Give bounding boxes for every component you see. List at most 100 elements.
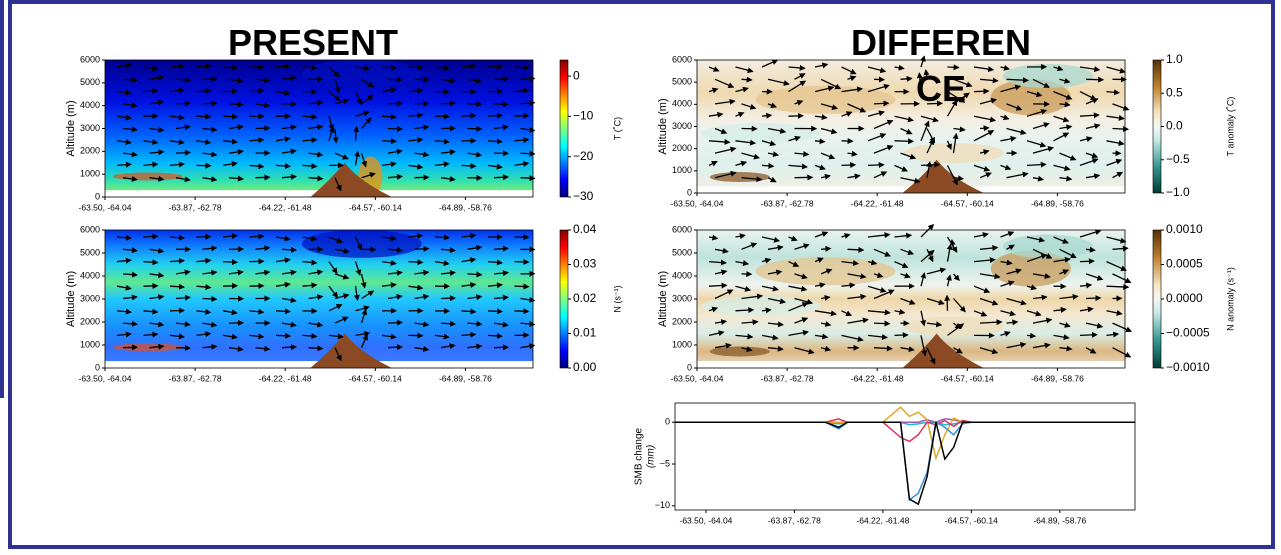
wind-arrow bbox=[1026, 90, 1043, 98]
wind-arrow bbox=[841, 86, 863, 93]
wind-arrow bbox=[202, 176, 218, 183]
series-line bbox=[675, 418, 1135, 443]
wind-arrow bbox=[487, 259, 503, 266]
wind-arrow bbox=[149, 175, 165, 182]
wind-arrow bbox=[414, 124, 430, 131]
wind-arrow bbox=[1085, 347, 1097, 354]
wind-arrow bbox=[953, 298, 966, 313]
wind-arrow bbox=[979, 273, 1001, 280]
wind-arrow bbox=[328, 304, 343, 312]
wind-arrow bbox=[947, 323, 965, 336]
wind-arrow bbox=[847, 273, 867, 280]
wind-arrow bbox=[979, 172, 992, 179]
wind-arrow bbox=[487, 138, 503, 145]
wind-arrow bbox=[228, 345, 244, 352]
wind-arrow bbox=[202, 269, 218, 276]
wind-arrow bbox=[735, 111, 745, 118]
wind-arrow bbox=[1053, 164, 1071, 172]
wind-arrow bbox=[1032, 175, 1045, 182]
colorbar-tick-label: −30 bbox=[573, 189, 594, 203]
wind-arrow bbox=[302, 64, 318, 71]
wind-arrow bbox=[122, 344, 138, 351]
wind-arrow bbox=[514, 112, 530, 119]
wind-arrow bbox=[741, 319, 759, 326]
wind-arrow bbox=[414, 293, 430, 300]
wind-arrow bbox=[334, 316, 349, 324]
wind-arrow bbox=[1085, 273, 1104, 281]
wind-arrow bbox=[1059, 322, 1071, 328]
wind-arrow bbox=[794, 347, 815, 355]
wind-arrow bbox=[387, 148, 403, 155]
wind-arrow bbox=[820, 78, 842, 90]
wind-arrow bbox=[175, 149, 191, 156]
wind-arrow bbox=[275, 90, 291, 96]
wind-arrow bbox=[894, 261, 909, 269]
wind-arrow bbox=[434, 161, 450, 168]
wind-arrow bbox=[841, 233, 851, 239]
wind-arrow bbox=[434, 260, 450, 267]
wind-arrow bbox=[520, 296, 536, 303]
y-tick-label: 2000 bbox=[80, 316, 100, 326]
wind-arrow bbox=[1032, 78, 1050, 88]
wind-arrow bbox=[735, 139, 756, 146]
wind-arrow bbox=[714, 319, 728, 326]
wind-arrow bbox=[308, 269, 324, 276]
wind-arrow bbox=[926, 160, 932, 178]
wind-arrow bbox=[873, 100, 890, 107]
wind-arrow bbox=[493, 245, 509, 252]
wind-arrow bbox=[767, 127, 787, 134]
wind-arrow bbox=[1106, 236, 1127, 244]
wind-arrow bbox=[1106, 114, 1125, 121]
colorbar-tick-label: −0.0005 bbox=[1166, 326, 1210, 340]
wind-arrow bbox=[202, 245, 218, 252]
y-axis-label: (mm) bbox=[646, 445, 657, 468]
wind-arrow bbox=[440, 269, 456, 276]
field-blob bbox=[701, 295, 822, 316]
wind-arrow bbox=[116, 114, 132, 121]
wind-arrow bbox=[1059, 124, 1073, 131]
wind-arrow bbox=[196, 257, 212, 264]
wind-arrow bbox=[281, 75, 297, 82]
wind-arrow bbox=[255, 345, 271, 352]
wind-arrow bbox=[847, 103, 867, 113]
wind-arrow bbox=[946, 274, 952, 287]
wind-arrow bbox=[328, 285, 339, 299]
wind-arrow bbox=[735, 160, 748, 167]
wind-arrow bbox=[1000, 114, 1010, 121]
wind-arrow bbox=[1059, 269, 1069, 275]
wind-arrow bbox=[381, 64, 397, 71]
y-tick-label: −5 bbox=[660, 458, 670, 468]
wind-arrow bbox=[169, 87, 185, 94]
wind-arrow bbox=[1000, 331, 1011, 337]
wind-arrow bbox=[414, 151, 430, 158]
wind-arrow bbox=[1059, 77, 1071, 84]
y-tick-label: 3000 bbox=[80, 123, 100, 133]
wind-arrow bbox=[761, 334, 779, 341]
wind-arrow bbox=[841, 260, 859, 266]
wind-arrow bbox=[767, 151, 780, 158]
wind-arrow bbox=[461, 257, 477, 264]
wind-arrow bbox=[1059, 248, 1077, 259]
x-tick-label: -64.22, -61.48 bbox=[851, 198, 904, 208]
wind-arrow bbox=[149, 99, 165, 106]
wind-arrow bbox=[920, 272, 927, 287]
wind-arrow bbox=[708, 138, 731, 145]
wind-arrow bbox=[222, 333, 238, 340]
wind-arrow bbox=[1059, 293, 1079, 300]
wind-arrow bbox=[926, 347, 936, 365]
wind-arrow bbox=[820, 173, 831, 180]
wind-arrow bbox=[302, 235, 318, 242]
wind-arrow bbox=[894, 332, 909, 339]
wind-arrow bbox=[169, 257, 185, 264]
y-tick-label: 0 bbox=[95, 362, 100, 372]
wind-arrow bbox=[387, 293, 403, 300]
wind-arrow bbox=[175, 124, 191, 131]
wind-arrow bbox=[814, 114, 828, 121]
wind-arrow bbox=[520, 75, 536, 82]
wind-arrow bbox=[708, 330, 725, 337]
wind-arrow bbox=[281, 344, 297, 351]
field-blob bbox=[112, 343, 183, 352]
wind-arrow bbox=[708, 234, 719, 241]
wind-arrow bbox=[926, 321, 943, 328]
